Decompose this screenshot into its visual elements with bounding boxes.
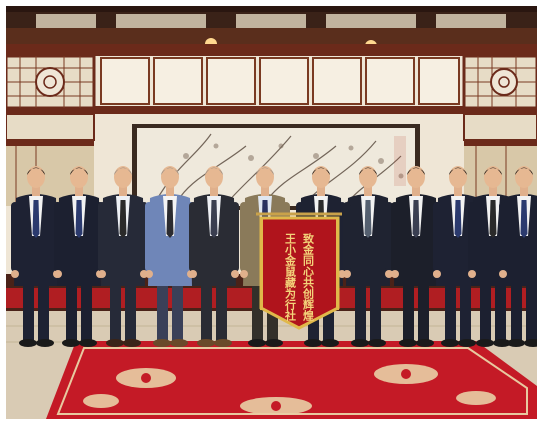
- person: [499, 166, 537, 347]
- group-photo: 王小金鼠藏为行社 致金同心共创辉煌: [6, 6, 537, 419]
- lattice-window-left: [6, 54, 96, 110]
- ceiling: [6, 6, 537, 52]
- silk-banner: 王小金鼠藏为行社 致金同心共创辉煌: [256, 212, 342, 330]
- banner-fringe: [260, 218, 339, 310]
- lattice-window-right: [462, 54, 537, 110]
- banner-line-1: 王小金鼠藏为行社: [284, 233, 298, 322]
- person: [343, 166, 393, 347]
- person: [98, 166, 148, 347]
- person: [11, 166, 61, 347]
- red-carpet: [46, 341, 537, 419]
- banner-line-2: 致金同心共创辉煌: [302, 232, 316, 322]
- person: [189, 166, 239, 347]
